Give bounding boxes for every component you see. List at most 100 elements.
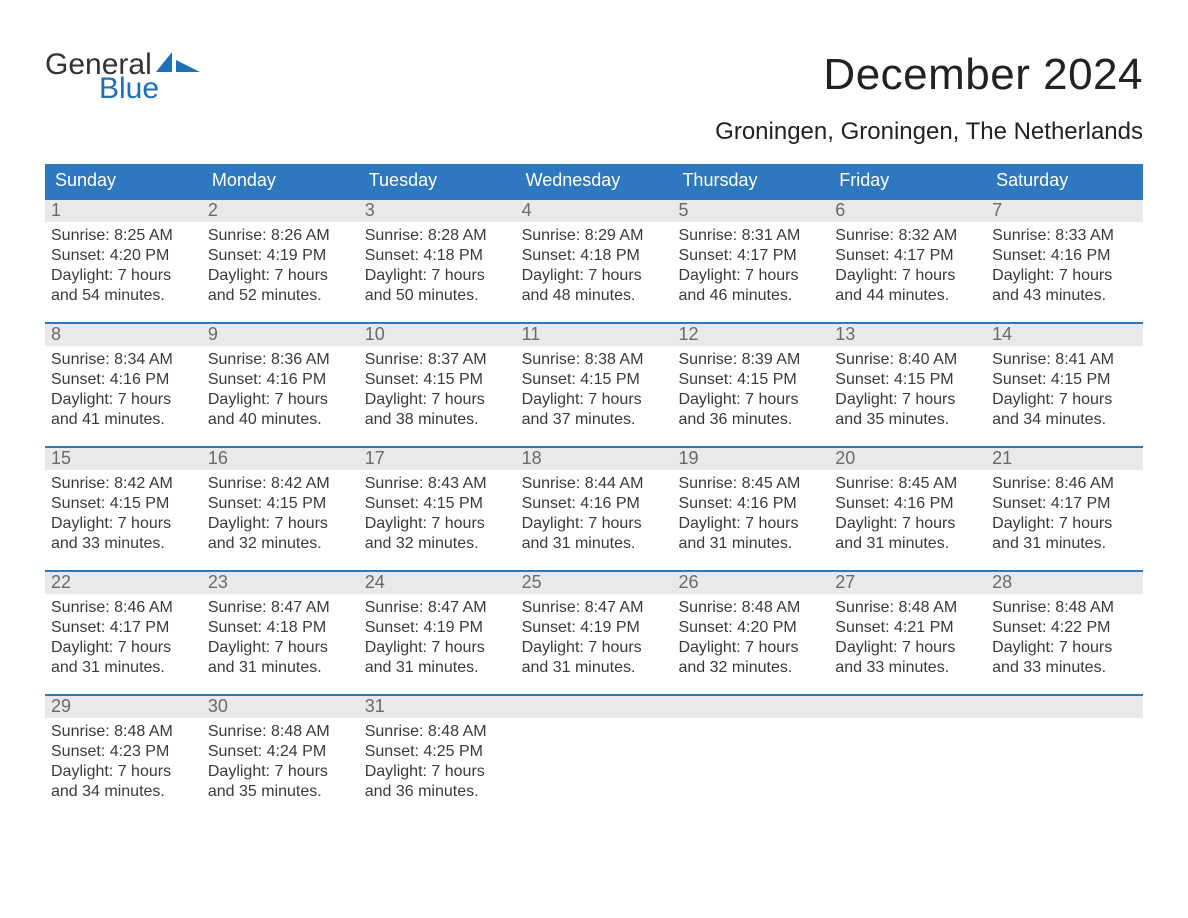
day-cell: 14Sunrise: 8:41 AMSunset: 4:15 PMDayligh… [986,324,1143,432]
day-cell: 1Sunrise: 8:25 AMSunset: 4:20 PMDaylight… [45,200,202,308]
day-cell: 15Sunrise: 8:42 AMSunset: 4:15 PMDayligh… [45,448,202,556]
day-dl1: Daylight: 7 hours [835,266,980,286]
day-sunset: Sunset: 4:18 PM [365,246,510,266]
day-dl1: Daylight: 7 hours [992,638,1137,658]
day-sunrise: Sunrise: 8:45 AM [835,474,980,494]
day-body: Sunrise: 8:48 AMSunset: 4:21 PMDaylight:… [829,594,986,680]
calendar: Sunday Monday Tuesday Wednesday Thursday… [45,164,1143,804]
day-cell [986,696,1143,804]
day-cell [829,696,986,804]
day-dl1: Daylight: 7 hours [365,638,510,658]
day-of-week-header: Sunday Monday Tuesday Wednesday Thursday… [45,164,1143,198]
day-dl1: Daylight: 7 hours [208,266,353,286]
day-sunset: Sunset: 4:19 PM [208,246,353,266]
day-dl2: and 33 minutes. [51,534,196,554]
day-number: 21 [986,448,1143,470]
day-number: 30 [202,696,359,718]
day-body: Sunrise: 8:42 AMSunset: 4:15 PMDaylight:… [45,470,202,556]
day-cell: 16Sunrise: 8:42 AMSunset: 4:15 PMDayligh… [202,448,359,556]
day-number: 12 [672,324,829,346]
day-number: 26 [672,572,829,594]
day-sunrise: Sunrise: 8:48 AM [51,722,196,742]
day-cell: 7Sunrise: 8:33 AMSunset: 4:16 PMDaylight… [986,200,1143,308]
day-dl2: and 32 minutes. [678,658,823,678]
day-sunset: Sunset: 4:15 PM [992,370,1137,390]
day-dl2: and 38 minutes. [365,410,510,430]
day-dl1: Daylight: 7 hours [522,390,667,410]
week-row: 8Sunrise: 8:34 AMSunset: 4:16 PMDaylight… [45,322,1143,432]
day-dl1: Daylight: 7 hours [835,638,980,658]
day-number: 6 [829,200,986,222]
day-sunset: Sunset: 4:19 PM [365,618,510,638]
day-dl2: and 48 minutes. [522,286,667,306]
day-dl1: Daylight: 7 hours [208,514,353,534]
day-body: Sunrise: 8:32 AMSunset: 4:17 PMDaylight:… [829,222,986,308]
day-dl1: Daylight: 7 hours [992,266,1137,286]
day-body: Sunrise: 8:46 AMSunset: 4:17 PMDaylight:… [986,470,1143,556]
day-body: Sunrise: 8:47 AMSunset: 4:19 PMDaylight:… [359,594,516,680]
day-dl2: and 31 minutes. [365,658,510,678]
day-sunset: Sunset: 4:25 PM [365,742,510,762]
day-sunset: Sunset: 4:17 PM [992,494,1137,514]
logo: General Blue [45,50,202,104]
day-cell: 28Sunrise: 8:48 AMSunset: 4:22 PMDayligh… [986,572,1143,680]
day-body: Sunrise: 8:34 AMSunset: 4:16 PMDaylight:… [45,346,202,432]
dow-friday: Friday [829,164,986,198]
day-number: 9 [202,324,359,346]
day-dl1: Daylight: 7 hours [51,390,196,410]
day-cell [516,696,673,804]
day-cell: 8Sunrise: 8:34 AMSunset: 4:16 PMDaylight… [45,324,202,432]
day-cell: 18Sunrise: 8:44 AMSunset: 4:16 PMDayligh… [516,448,673,556]
day-number: 3 [359,200,516,222]
day-body: Sunrise: 8:48 AMSunset: 4:20 PMDaylight:… [672,594,829,680]
day-sunrise: Sunrise: 8:47 AM [365,598,510,618]
title-block: December 2024 Groningen, Groningen, The … [715,50,1143,146]
day-dl1: Daylight: 7 hours [678,390,823,410]
day-cell [672,696,829,804]
day-body [516,718,673,724]
day-sunrise: Sunrise: 8:29 AM [522,226,667,246]
day-dl1: Daylight: 7 hours [208,390,353,410]
day-dl2: and 31 minutes. [992,534,1137,554]
day-cell: 22Sunrise: 8:46 AMSunset: 4:17 PMDayligh… [45,572,202,680]
day-sunrise: Sunrise: 8:25 AM [51,226,196,246]
day-sunrise: Sunrise: 8:26 AM [208,226,353,246]
day-dl2: and 31 minutes. [522,658,667,678]
day-cell: 12Sunrise: 8:39 AMSunset: 4:15 PMDayligh… [672,324,829,432]
day-cell: 23Sunrise: 8:47 AMSunset: 4:18 PMDayligh… [202,572,359,680]
day-dl1: Daylight: 7 hours [992,390,1137,410]
month-title: December 2024 [715,50,1143,100]
day-body: Sunrise: 8:25 AMSunset: 4:20 PMDaylight:… [45,222,202,308]
day-sunrise: Sunrise: 8:48 AM [678,598,823,618]
day-dl1: Daylight: 7 hours [835,514,980,534]
day-cell: 24Sunrise: 8:47 AMSunset: 4:19 PMDayligh… [359,572,516,680]
week-row: 1Sunrise: 8:25 AMSunset: 4:20 PMDaylight… [45,198,1143,308]
dow-monday: Monday [202,164,359,198]
day-sunset: Sunset: 4:15 PM [678,370,823,390]
day-dl1: Daylight: 7 hours [522,514,667,534]
day-number: 11 [516,324,673,346]
day-number: 5 [672,200,829,222]
day-body [672,718,829,724]
day-sunrise: Sunrise: 8:48 AM [992,598,1137,618]
day-dl2: and 40 minutes. [208,410,353,430]
day-body [986,718,1143,724]
day-dl1: Daylight: 7 hours [51,638,196,658]
day-dl2: and 44 minutes. [835,286,980,306]
week-row: 29Sunrise: 8:48 AMSunset: 4:23 PMDayligh… [45,694,1143,804]
day-cell: 21Sunrise: 8:46 AMSunset: 4:17 PMDayligh… [986,448,1143,556]
day-sunset: Sunset: 4:16 PM [51,370,196,390]
day-number: 14 [986,324,1143,346]
day-cell: 27Sunrise: 8:48 AMSunset: 4:21 PMDayligh… [829,572,986,680]
day-dl1: Daylight: 7 hours [365,514,510,534]
day-body: Sunrise: 8:47 AMSunset: 4:19 PMDaylight:… [516,594,673,680]
day-sunrise: Sunrise: 8:40 AM [835,350,980,370]
day-sunset: Sunset: 4:15 PM [365,494,510,514]
day-dl1: Daylight: 7 hours [51,762,196,782]
day-body: Sunrise: 8:37 AMSunset: 4:15 PMDaylight:… [359,346,516,432]
day-sunset: Sunset: 4:18 PM [208,618,353,638]
day-cell: 3Sunrise: 8:28 AMSunset: 4:18 PMDaylight… [359,200,516,308]
day-sunset: Sunset: 4:22 PM [992,618,1137,638]
weeks-container: 1Sunrise: 8:25 AMSunset: 4:20 PMDaylight… [45,198,1143,804]
day-body: Sunrise: 8:28 AMSunset: 4:18 PMDaylight:… [359,222,516,308]
